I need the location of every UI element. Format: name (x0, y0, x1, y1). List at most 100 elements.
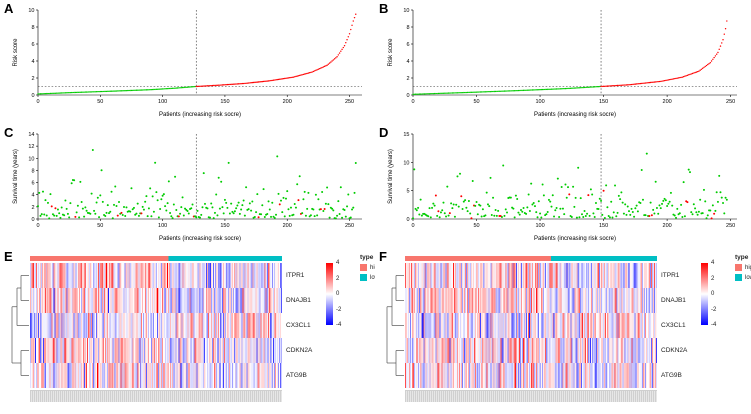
x-tick-label: 100 (158, 223, 167, 229)
y-tick-label: 8 (406, 25, 409, 31)
type-legend-title: type (360, 254, 374, 261)
x-tick-label: 250 (345, 223, 354, 229)
heatmap-cells (30, 263, 282, 388)
y-tick-label: 6 (406, 42, 409, 48)
legend-swatch (360, 264, 367, 271)
x-tick-label: 150 (599, 99, 608, 105)
panel-label-F: F (379, 249, 387, 264)
legend-label: low (745, 274, 751, 281)
x-tick-label: 0 (411, 223, 414, 229)
x-tick-label: 200 (663, 99, 672, 105)
colorbar-tick-label: 2 (336, 275, 340, 282)
x-tick-label: 100 (535, 99, 544, 105)
y-axis-label: Risk score (13, 38, 19, 67)
gene-label-ATG9B: ATG9B (286, 371, 307, 379)
panel-E: E ITPR1 DNAJB1 CX3CL1 CDKN2A ATG9B 4 2 0 -2 -4 typ… (0, 248, 375, 414)
gene-label-CDKN2A: CDKN2A (286, 346, 313, 354)
x-tick-label: 200 (283, 223, 292, 229)
panel-label-E: E (4, 249, 13, 264)
risk-score-plot-B: 0 50 100 150 200 250 0 2 4 6 8 10 Patients (increasi… (383, 3, 745, 124)
x-tick-label: 50 (97, 99, 103, 105)
expression-colorbar (326, 263, 333, 325)
legend-label: high (745, 264, 751, 271)
colorbar-tick-label: 2 (711, 275, 715, 282)
sample-labels-strip (405, 390, 657, 402)
x-axis-label: Patients (increasing risk socre) (534, 112, 616, 118)
x-tick-label: 200 (283, 99, 292, 105)
gene-dendrogram (11, 275, 29, 376)
data-points (37, 13, 357, 95)
x-tick-label: 250 (726, 99, 735, 105)
survival-scatter-svg: 0 50 100 150 200 250 0 2 4 6 8 10 12 14 Patients (incr… (13, 132, 362, 242)
x-tick-label: 250 (726, 223, 735, 229)
risk-curve-svg: 0 50 100 150 200 250 0 2 4 6 8 10 Patients (increasi… (388, 8, 737, 118)
panel-label-C: C (4, 125, 14, 140)
gene-label-CDKN2A: CDKN2A (661, 346, 688, 354)
y-tick-label: 12 (28, 144, 34, 150)
x-tick-label: 100 (535, 223, 544, 229)
y-tick-label: 0 (406, 217, 409, 223)
y-tick-label: 2 (31, 205, 34, 211)
risk-score-plot-A: 0 50 100 150 200 250 0 2 4 6 8 10 Patients (increasi… (8, 3, 370, 124)
type-legend-item-high: high (360, 264, 375, 271)
colorbar-tick-label: 4 (336, 260, 340, 266)
type-legend-title: type (735, 254, 749, 261)
survival-time-plot-D: 0 50 100 150 200 250 0 5 10 15 Patients (increasin… (383, 127, 745, 248)
y-tick-label: 6 (31, 181, 34, 187)
x-tick-label: 250 (345, 99, 354, 105)
heatmap-cells (405, 263, 657, 388)
x-tick-label: 50 (473, 223, 479, 229)
y-tick-label: 4 (31, 193, 34, 199)
x-tick-label: 150 (220, 99, 229, 105)
colorbar-tick-label: 4 (711, 260, 715, 266)
x-tick-label: 200 (663, 223, 672, 229)
data-points (412, 20, 728, 96)
x-tick-label: 0 (36, 99, 39, 105)
y-tick-label: 15 (403, 132, 409, 138)
y-tick-label: 5 (406, 189, 409, 195)
gene-label-DNAJB1: DNAJB1 (661, 296, 686, 304)
sample-labels-strip (30, 390, 282, 402)
gene-label-DNAJB1: DNAJB1 (286, 296, 311, 304)
colorbar-tick-label: -2 (711, 306, 717, 313)
type-legend-item-high: high (735, 264, 751, 271)
gene-label-ITPR1: ITPR1 (661, 271, 680, 279)
x-axis-label: Patients (increasing risk socre) (534, 236, 616, 242)
data-points (412, 152, 728, 220)
expression-colorbar (701, 263, 708, 325)
y-axis-label: Survival time (years) (13, 149, 19, 204)
y-tick-label: 4 (31, 59, 34, 65)
panel-label-B: B (379, 1, 389, 16)
colorbar-tick-label: 0 (711, 291, 715, 297)
x-tick-label: 150 (599, 223, 608, 229)
y-tick-label: 10 (403, 160, 409, 166)
type-annotation-bar (30, 256, 282, 261)
type-annotation-bar (405, 256, 657, 261)
x-tick-label: 0 (36, 223, 39, 229)
risk-curve-svg: 0 50 100 150 200 250 0 2 4 6 8 10 Patients (increasi… (13, 8, 362, 118)
x-tick-label: 50 (97, 223, 103, 229)
legend-label: high (370, 264, 375, 271)
y-tick-label: 2 (31, 76, 34, 82)
panel-label-A: A (4, 1, 14, 16)
gene-dendrogram (386, 275, 404, 376)
y-tick-label: 10 (28, 156, 34, 162)
y-axis-label: Risk score (388, 38, 394, 67)
colorbar-tick-label: -4 (711, 322, 717, 328)
x-tick-label: 100 (158, 99, 167, 105)
x-axis-label: Patients (increasing risk socre) (159, 112, 241, 118)
data-points (37, 149, 357, 220)
type-legend-item-low: low (360, 274, 375, 281)
gene-label-ATG9B: ATG9B (661, 371, 682, 379)
survival-scatter-svg: 0 50 100 150 200 250 0 5 10 15 Patients (increasin… (388, 132, 737, 242)
gene-label-CX3CL1: CX3CL1 (661, 321, 686, 329)
y-tick-label: 0 (31, 217, 34, 223)
x-axis-label: Patients (increasing risk socre) (159, 236, 241, 242)
colorbar-tick-label: 0 (336, 291, 340, 297)
panel-C: C 0 50 100 150 200 250 0 2 4 6 8 10 12 14 Patients (in… (0, 124, 375, 248)
panel-B: B 0 50 100 150 200 250 0 2 4 6 8 10 Patients (increa… (375, 0, 751, 124)
y-tick-label: 8 (31, 168, 34, 174)
y-tick-label: 0 (406, 93, 409, 99)
y-tick-label: 10 (403, 8, 409, 14)
